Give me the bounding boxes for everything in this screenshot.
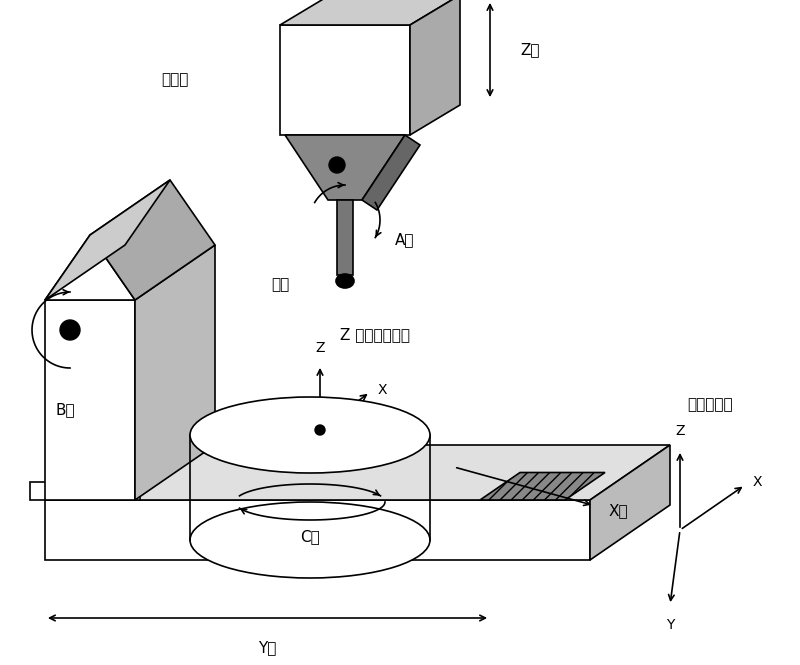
Text: X: X bbox=[753, 475, 762, 489]
Polygon shape bbox=[480, 473, 605, 500]
Polygon shape bbox=[362, 135, 420, 210]
Polygon shape bbox=[90, 180, 215, 300]
Polygon shape bbox=[45, 180, 170, 300]
Text: Z: Z bbox=[315, 341, 325, 355]
Polygon shape bbox=[280, 0, 460, 25]
Polygon shape bbox=[410, 0, 460, 135]
Ellipse shape bbox=[336, 274, 354, 288]
Text: Y: Y bbox=[666, 618, 674, 632]
Ellipse shape bbox=[190, 502, 430, 578]
Circle shape bbox=[329, 157, 345, 173]
Text: 刃具: 刃具 bbox=[272, 277, 290, 293]
Polygon shape bbox=[337, 200, 353, 275]
Text: A轴: A轴 bbox=[395, 233, 414, 247]
Circle shape bbox=[315, 425, 325, 435]
Text: Z: Z bbox=[675, 424, 685, 438]
Polygon shape bbox=[45, 445, 670, 500]
Text: 刃具头: 刃具头 bbox=[162, 72, 189, 88]
Text: B轴: B轴 bbox=[55, 402, 75, 418]
Polygon shape bbox=[590, 445, 670, 560]
Text: X轴: X轴 bbox=[609, 503, 629, 518]
Polygon shape bbox=[45, 500, 590, 560]
Text: Y: Y bbox=[248, 404, 256, 418]
Text: 设备坐标系: 设备坐标系 bbox=[687, 397, 733, 412]
Ellipse shape bbox=[190, 397, 430, 473]
Text: Z 工作台坐标系: Z 工作台坐标系 bbox=[340, 327, 410, 342]
Polygon shape bbox=[45, 235, 135, 300]
Polygon shape bbox=[30, 482, 140, 500]
Text: Z轴: Z轴 bbox=[520, 43, 539, 57]
Text: C轴: C轴 bbox=[300, 529, 320, 545]
Circle shape bbox=[60, 320, 80, 340]
Polygon shape bbox=[280, 25, 410, 135]
Polygon shape bbox=[285, 135, 405, 200]
Text: X: X bbox=[378, 383, 387, 397]
Polygon shape bbox=[45, 300, 135, 500]
Polygon shape bbox=[135, 245, 215, 500]
Text: Y轴: Y轴 bbox=[258, 640, 276, 655]
